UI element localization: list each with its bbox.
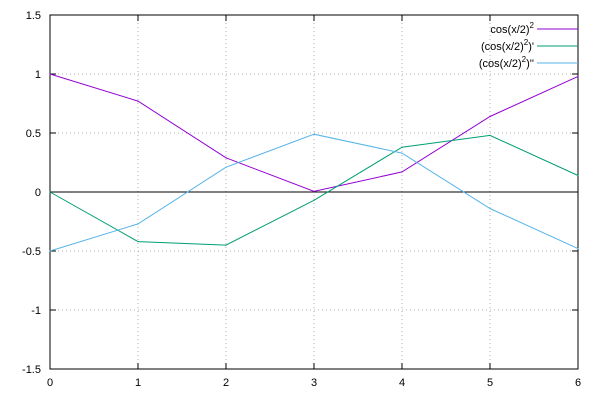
data-point (313, 199, 315, 201)
x-tick-label: 3 (311, 377, 317, 389)
legend-label-1: cos(x/2)2 (490, 21, 534, 36)
data-point (49, 250, 51, 252)
x-tick-label: 4 (399, 377, 405, 389)
x-tick-label: 5 (487, 377, 493, 389)
data-point (225, 157, 227, 159)
data-point (49, 73, 51, 75)
y-tick-label: -1.5 (22, 364, 41, 376)
data-point (137, 100, 139, 102)
data-point (577, 75, 579, 77)
data-point (577, 174, 579, 177)
data-point (577, 248, 579, 250)
data-point (489, 207, 491, 210)
data-point (225, 244, 227, 246)
x-tick-label: 2 (223, 377, 229, 389)
data-point (401, 146, 403, 148)
y-tick-label: -1 (31, 305, 41, 317)
data-point (225, 166, 227, 168)
data-point (137, 240, 139, 243)
y-tick-label: 0.5 (26, 128, 41, 140)
data-point (401, 171, 403, 173)
series-layer (49, 73, 579, 252)
data-point (489, 115, 491, 118)
y-tick-label: -0.5 (22, 246, 41, 258)
legend-label-3: (cos(x/2)2)'' (479, 55, 534, 70)
data-point (49, 191, 51, 193)
axis-layer: 0 1 2 3 4 5 6 -1.5 -1 -0.5 0 0.5 1 1.5 (22, 10, 581, 389)
y-tick-label: 1 (35, 69, 41, 81)
x-tick-label: 0 (47, 377, 53, 389)
data-point (313, 190, 315, 193)
data-point (313, 133, 315, 135)
y-tick-label: 0 (35, 187, 41, 199)
data-point (137, 223, 139, 225)
data-point (401, 152, 403, 154)
x-tick-label: 1 (135, 377, 141, 389)
legend: cos(x/2)2 (cos(x/2)2)' (cos(x/2)2)'' (479, 21, 578, 70)
data-point (489, 134, 491, 136)
legend-label-2: (cos(x/2)2)' (481, 38, 534, 53)
x-tick-label: 6 (575, 377, 581, 389)
y-tick-label: 1.5 (26, 10, 41, 22)
